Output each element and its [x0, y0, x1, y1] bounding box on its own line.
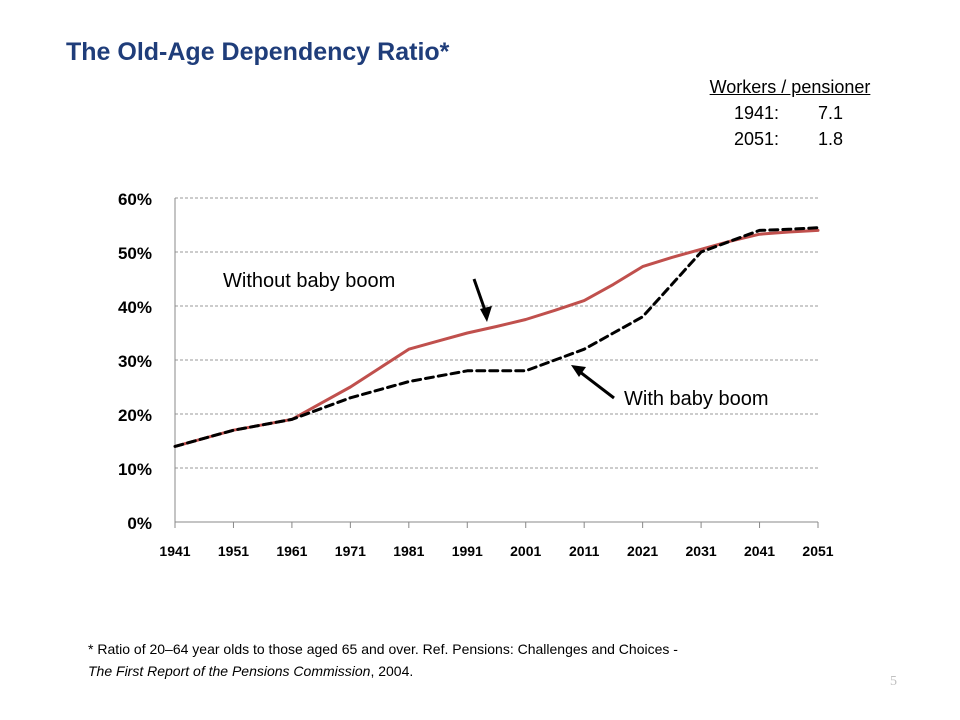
workers-year: 1941:	[734, 103, 780, 123]
series-lines	[173, 226, 820, 448]
page-title: The Old-Age Dependency Ratio*	[66, 38, 450, 66]
x-tick-label: 2001	[510, 543, 541, 559]
workers-per-pensioner-box: Workers / pensioner 1941: 7.1 2051: 1.8	[670, 74, 910, 152]
annotation-arrow-with	[579, 370, 615, 400]
y-tick-label: 0%	[127, 514, 152, 533]
footnote-line-2: The First Report of the Pensions Commiss…	[88, 660, 888, 682]
annotations: Without baby boom With baby boom	[223, 270, 769, 410]
x-tick-label: 2051	[802, 543, 833, 559]
annotation-without-baby-boom: Without baby boom	[223, 270, 395, 292]
x-tick-label: 2021	[627, 543, 658, 559]
footnote-year: , 2004.	[370, 663, 414, 679]
workers-heading: Workers / pensioner	[709, 77, 871, 97]
x-tick-label: 1971	[335, 543, 366, 559]
page-number: 5	[890, 674, 897, 689]
y-tick-label: 40%	[118, 298, 152, 317]
workers-row: 2051: 1.8	[670, 126, 910, 152]
x-tick-label: 1981	[393, 543, 424, 559]
x-tick-label: 2011	[569, 543, 600, 559]
axes: 0% 10% 20% 30% 40% 50% 60% 1941 1951 1961 1971 1981…	[118, 190, 834, 559]
workers-value: 7.1	[818, 103, 844, 123]
y-tick-label: 30%	[118, 352, 152, 371]
series-line-with-baby-boom	[173, 226, 820, 448]
y-tick-label: 50%	[118, 244, 152, 263]
footnote-line-1: * Ratio of 20–64 year olds to those aged…	[88, 641, 678, 657]
workers-row: 1941: 7.1	[670, 100, 910, 126]
x-tick-label: 1941	[159, 543, 190, 559]
workers-value: 1.8	[818, 129, 844, 149]
annotation-arrowhead-without	[480, 306, 492, 322]
footnote-report-title: The First Report of the Pensions Commiss…	[88, 663, 371, 679]
annotation-arrowhead-with	[571, 365, 586, 377]
x-tick-label: 2031	[686, 543, 717, 559]
gridlines	[175, 197, 818, 469]
y-tick-label: 20%	[118, 406, 152, 425]
x-tick-label: 1991	[452, 543, 483, 559]
y-tick-label: 10%	[118, 460, 152, 479]
x-tick-label: 1951	[218, 543, 249, 559]
footnote: * Ratio of 20–64 year olds to those aged…	[88, 638, 888, 682]
y-tick-label: 60%	[118, 190, 152, 209]
x-tick-label: 1961	[276, 543, 307, 559]
annotation-with-baby-boom: With baby boom	[624, 388, 769, 410]
workers-year: 2051:	[734, 129, 780, 149]
x-tick-label: 2041	[744, 543, 775, 559]
